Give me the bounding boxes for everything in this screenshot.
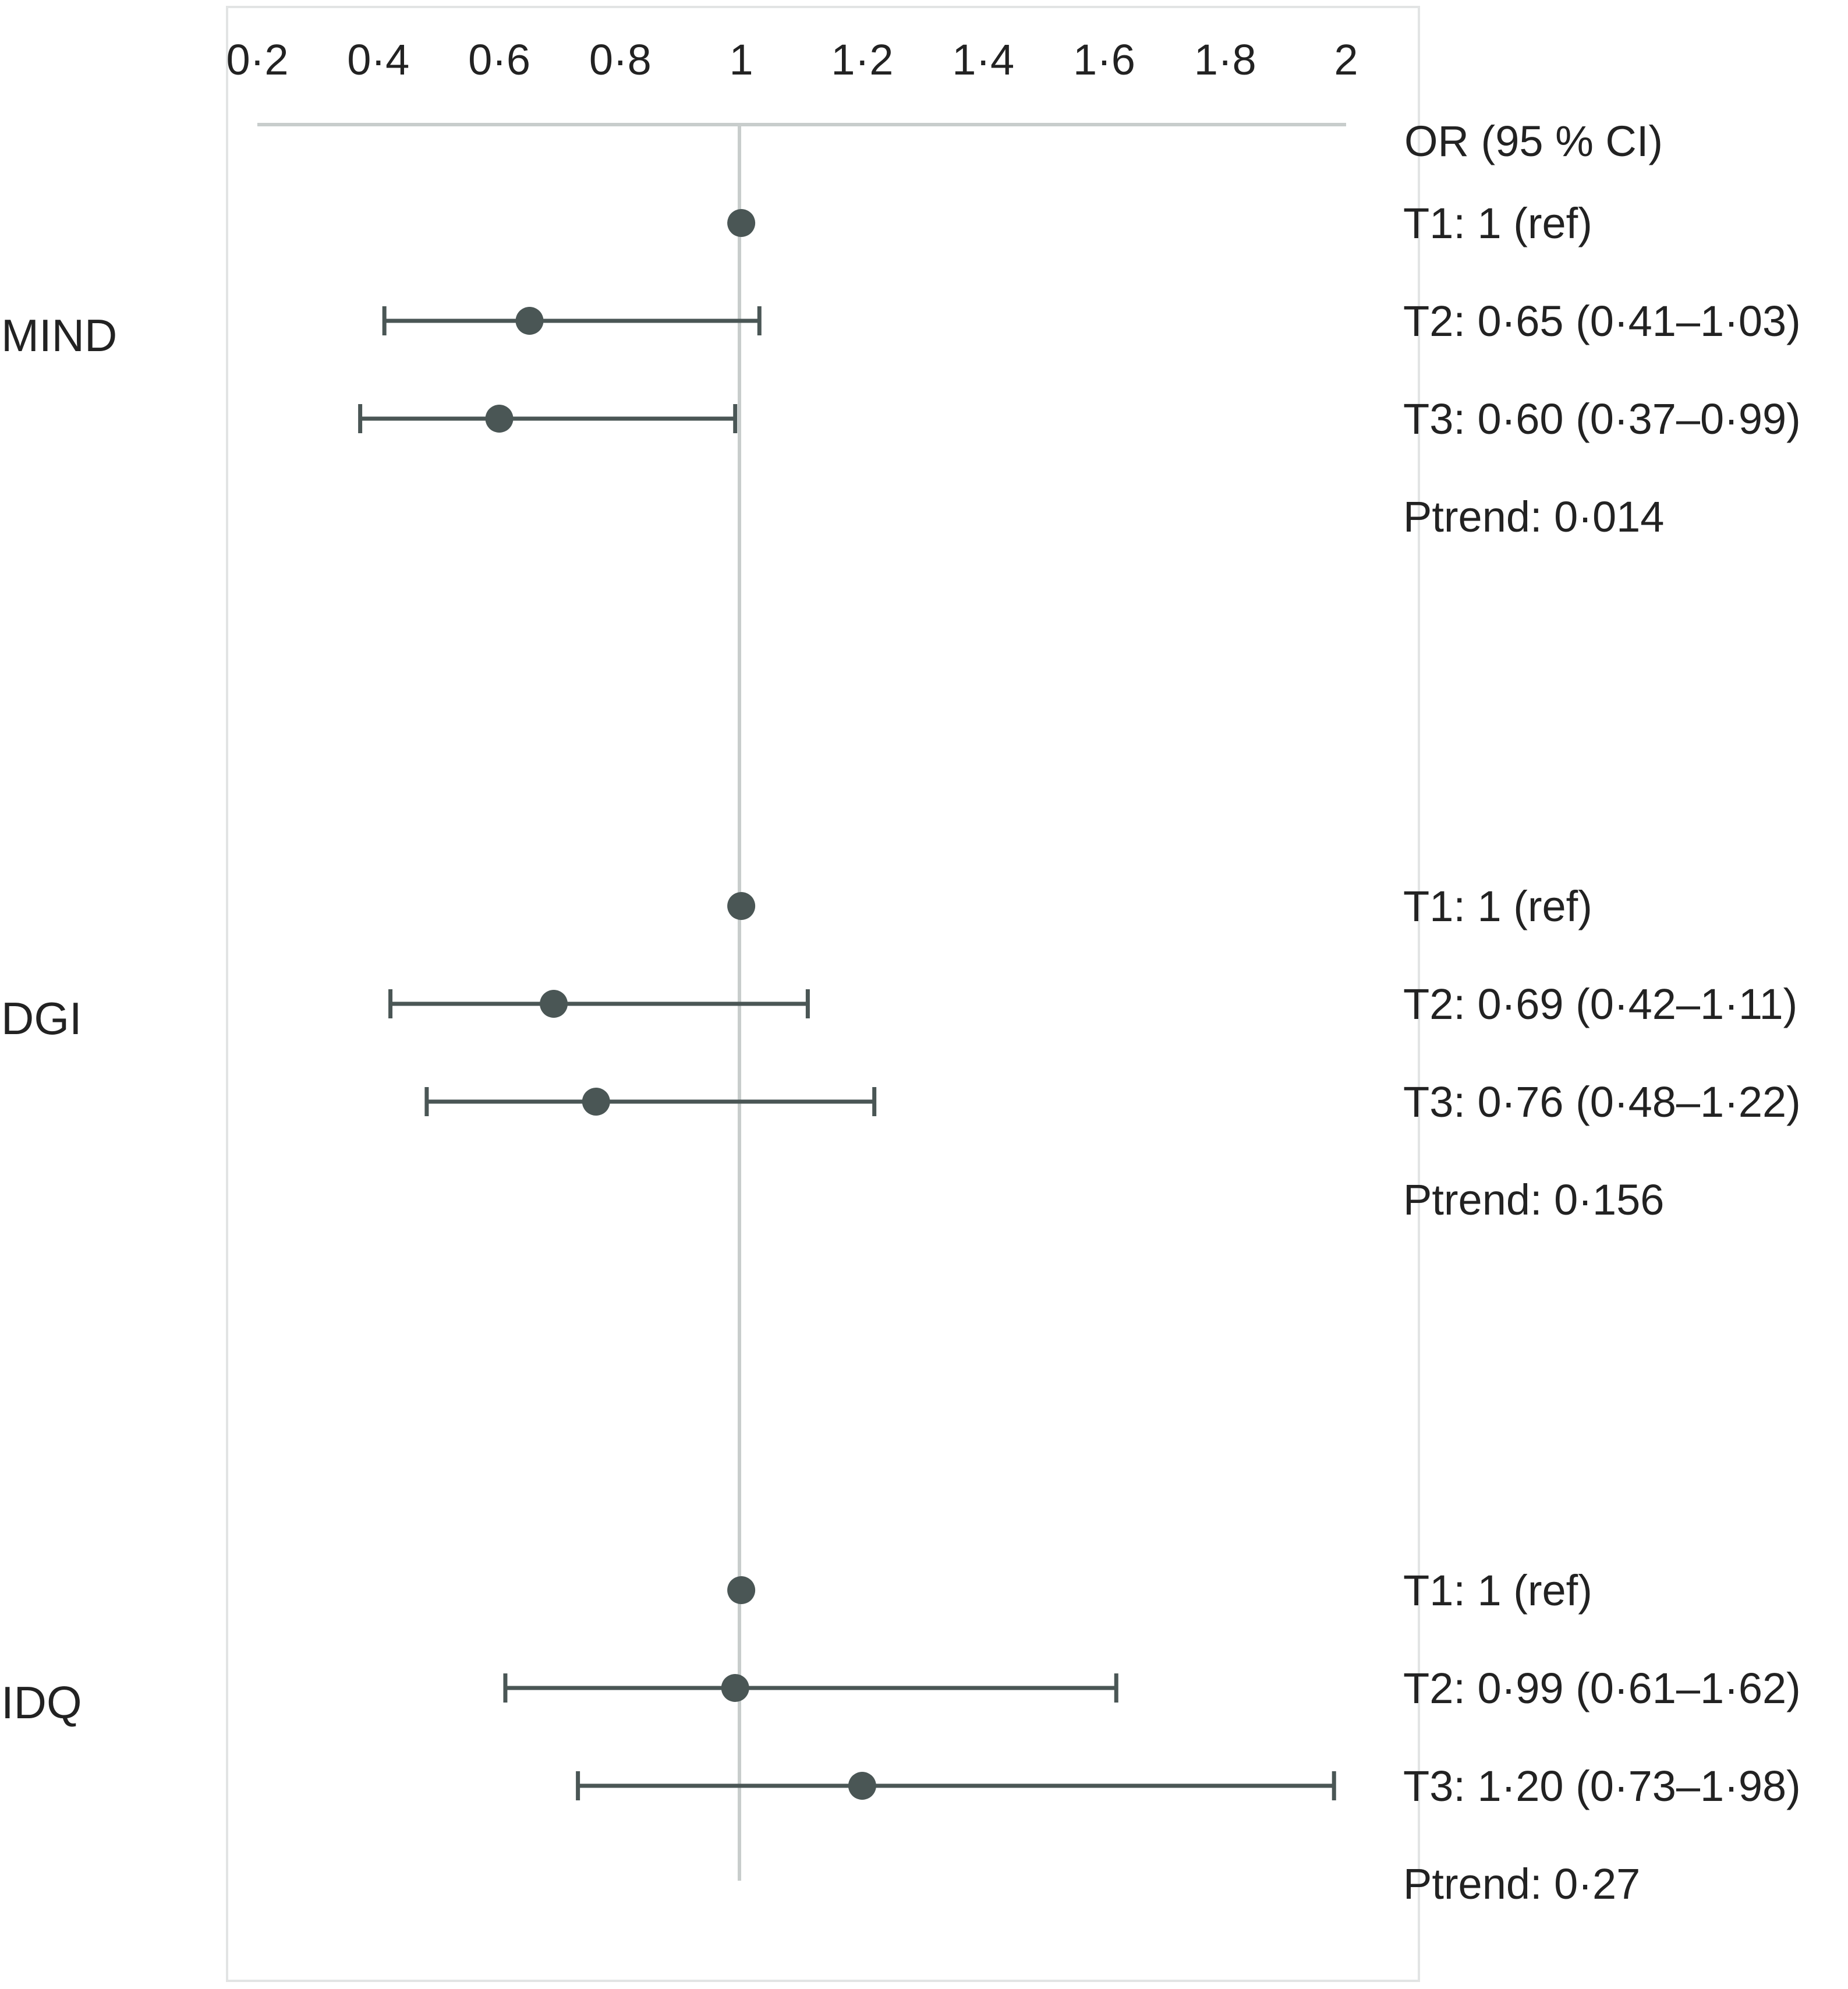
x-tick-label: 1·6 bbox=[1073, 36, 1135, 84]
row-label: T3: 1·20 (0·73–1·98) bbox=[1403, 1762, 1801, 1810]
or-point bbox=[727, 209, 756, 237]
row-label: T2: 0·69 (0·42–1·11) bbox=[1403, 980, 1797, 1028]
group-label: DGI bbox=[1, 993, 82, 1044]
row-label: T3: 0·60 (0·37–0·99) bbox=[1403, 395, 1801, 443]
x-tick-label: 1·8 bbox=[1194, 36, 1256, 84]
x-tick-label: 1·2 bbox=[831, 36, 893, 84]
row-label: T1: 1 (ref) bbox=[1403, 199, 1592, 247]
groups: MIND T1: 1 (ref) T2: 0·65 (0·41–1·03) T3: 0… bbox=[1, 199, 1801, 1908]
or-point bbox=[727, 892, 756, 920]
or-point bbox=[848, 1772, 876, 1800]
x-tick-label: 0·4 bbox=[347, 36, 409, 84]
ptrend-label: Ptrend: 0·014 bbox=[1403, 493, 1664, 541]
or-point bbox=[582, 1088, 610, 1116]
x-tick-label: 0·6 bbox=[468, 36, 530, 84]
row-label: T2: 0·99 (0·61–1·62) bbox=[1403, 1664, 1801, 1712]
x-tick-labels: 0·2 0·4 0·6 0·8 1 1·2 1·4 1·6 1·8 2 bbox=[226, 36, 1358, 84]
x-tick-label: 0·8 bbox=[589, 36, 652, 84]
group-idq: IDQ T1: 1 (ref) T2: 0·99 (0·61–1·62) T3: 1·… bbox=[1, 1566, 1801, 1908]
x-tick-label: 2 bbox=[1334, 36, 1358, 84]
x-tick-label: 1 bbox=[730, 36, 753, 84]
header-label: OR (95 % CI) bbox=[1404, 117, 1663, 165]
group-mind: MIND T1: 1 (ref) T2: 0·65 (0·41–1·03) T3: 0… bbox=[1, 199, 1801, 541]
group-dgi: DGI T1: 1 (ref) T2: 0·69 (0·42–1·11) T3: 0·… bbox=[1, 882, 1801, 1224]
x-tick-label: 0·2 bbox=[226, 36, 289, 84]
or-point bbox=[721, 1674, 749, 1702]
row-label: T1: 1 (ref) bbox=[1403, 1566, 1592, 1615]
or-point bbox=[540, 990, 568, 1018]
row-label: T3: 0·76 (0·48–1·22) bbox=[1403, 1078, 1801, 1126]
plot-frame bbox=[226, 6, 1420, 1982]
row-label: T1: 1 (ref) bbox=[1403, 882, 1592, 930]
or-point bbox=[485, 405, 514, 433]
group-label: IDQ bbox=[1, 1677, 82, 1728]
or-point bbox=[515, 307, 544, 335]
row-label: T2: 0·65 (0·41–1·03) bbox=[1403, 297, 1801, 345]
or-point bbox=[727, 1576, 756, 1604]
x-tick-label: 1·4 bbox=[952, 36, 1014, 84]
group-label: MIND bbox=[1, 310, 117, 361]
ptrend-label: Ptrend: 0·156 bbox=[1403, 1176, 1664, 1224]
ptrend-label: Ptrend: 0·27 bbox=[1403, 1860, 1640, 1908]
